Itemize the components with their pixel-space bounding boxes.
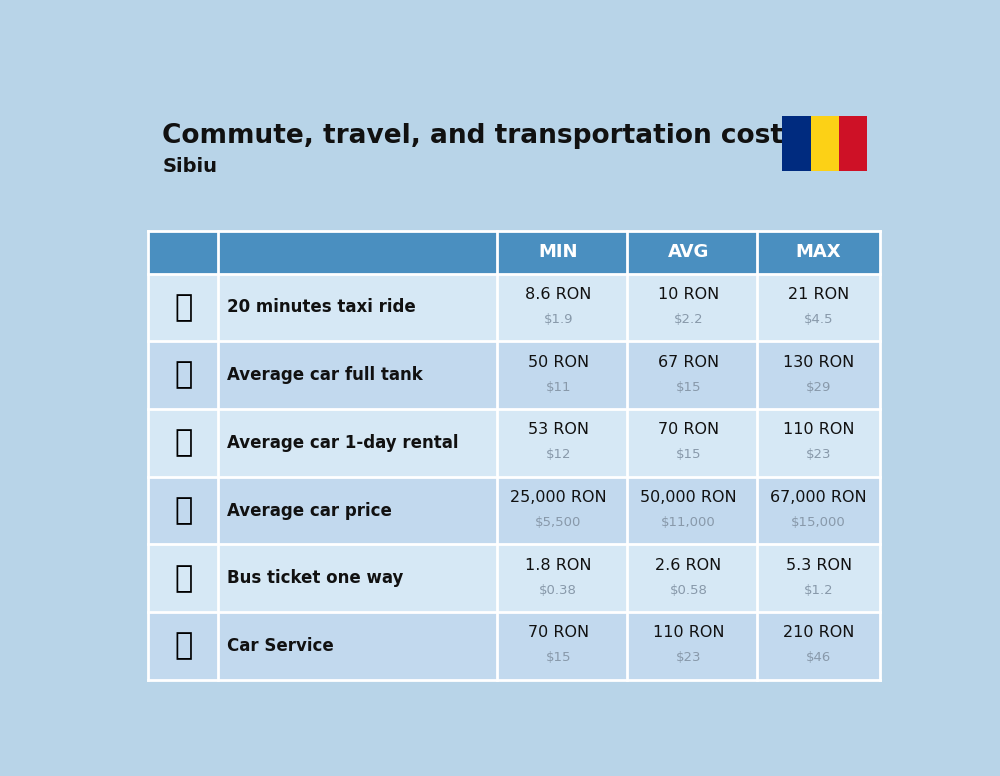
Text: 70 RON: 70 RON [658, 422, 719, 437]
Text: Bus ticket one way: Bus ticket one way [227, 570, 404, 587]
Text: $11,000: $11,000 [661, 516, 716, 529]
Text: 🚗: 🚗 [174, 496, 192, 525]
Text: $1.2: $1.2 [804, 584, 833, 597]
Text: 5.3 RON: 5.3 RON [786, 558, 852, 573]
Text: $0.58: $0.58 [669, 584, 707, 597]
FancyBboxPatch shape [148, 341, 880, 409]
FancyBboxPatch shape [782, 116, 811, 171]
FancyBboxPatch shape [148, 545, 880, 612]
Text: 210 RON: 210 RON [783, 625, 854, 640]
Text: 🚌: 🚌 [174, 564, 192, 593]
Text: $15,000: $15,000 [791, 516, 846, 529]
Text: 67,000 RON: 67,000 RON [770, 490, 867, 505]
Text: 10 RON: 10 RON [658, 287, 719, 302]
FancyBboxPatch shape [811, 116, 839, 171]
Text: Average car full tank: Average car full tank [227, 366, 423, 384]
Text: 130 RON: 130 RON [783, 355, 854, 369]
Text: Commute, travel, and transportation costs: Commute, travel, and transportation cost… [162, 123, 799, 149]
Text: Sibiu: Sibiu [162, 157, 217, 176]
Text: 🚖: 🚖 [174, 293, 192, 322]
FancyBboxPatch shape [839, 116, 867, 171]
Text: 21 RON: 21 RON [788, 287, 849, 302]
Text: $15: $15 [676, 449, 701, 461]
Text: 50,000 RON: 50,000 RON [640, 490, 737, 505]
Text: Average car price: Average car price [227, 501, 392, 520]
FancyBboxPatch shape [148, 409, 880, 476]
Text: $12: $12 [545, 449, 571, 461]
Text: 8.6 RON: 8.6 RON [525, 287, 591, 302]
Text: 25,000 RON: 25,000 RON [510, 490, 607, 505]
Text: 50 RON: 50 RON [528, 355, 589, 369]
Text: ⛽: ⛽ [174, 361, 192, 390]
Text: $15: $15 [676, 380, 701, 393]
Text: 🚙: 🚙 [174, 428, 192, 457]
Text: MIN: MIN [538, 243, 578, 261]
Text: $11: $11 [545, 380, 571, 393]
Text: $2.2: $2.2 [674, 313, 703, 326]
Text: 20 minutes taxi ride: 20 minutes taxi ride [227, 299, 416, 317]
Text: $23: $23 [676, 652, 701, 664]
Text: 1.8 RON: 1.8 RON [525, 558, 591, 573]
Text: 110 RON: 110 RON [783, 422, 854, 437]
Text: MAX: MAX [796, 243, 841, 261]
FancyBboxPatch shape [148, 612, 880, 680]
Text: 53 RON: 53 RON [528, 422, 589, 437]
Text: 110 RON: 110 RON [653, 625, 724, 640]
Text: $1.9: $1.9 [543, 313, 573, 326]
Text: Car Service: Car Service [227, 637, 334, 655]
Text: $23: $23 [806, 449, 831, 461]
Text: $5,500: $5,500 [535, 516, 581, 529]
Text: $29: $29 [806, 380, 831, 393]
FancyBboxPatch shape [148, 230, 880, 274]
Text: $15: $15 [545, 652, 571, 664]
Text: $46: $46 [806, 652, 831, 664]
FancyBboxPatch shape [148, 476, 880, 545]
Text: $0.38: $0.38 [539, 584, 577, 597]
Text: 67 RON: 67 RON [658, 355, 719, 369]
Text: AVG: AVG [668, 243, 709, 261]
Text: 2.6 RON: 2.6 RON [655, 558, 722, 573]
Text: Average car 1-day rental: Average car 1-day rental [227, 434, 459, 452]
Text: 70 RON: 70 RON [528, 625, 589, 640]
FancyBboxPatch shape [148, 274, 880, 341]
Text: $4.5: $4.5 [804, 313, 833, 326]
Text: 🔧: 🔧 [174, 632, 192, 660]
